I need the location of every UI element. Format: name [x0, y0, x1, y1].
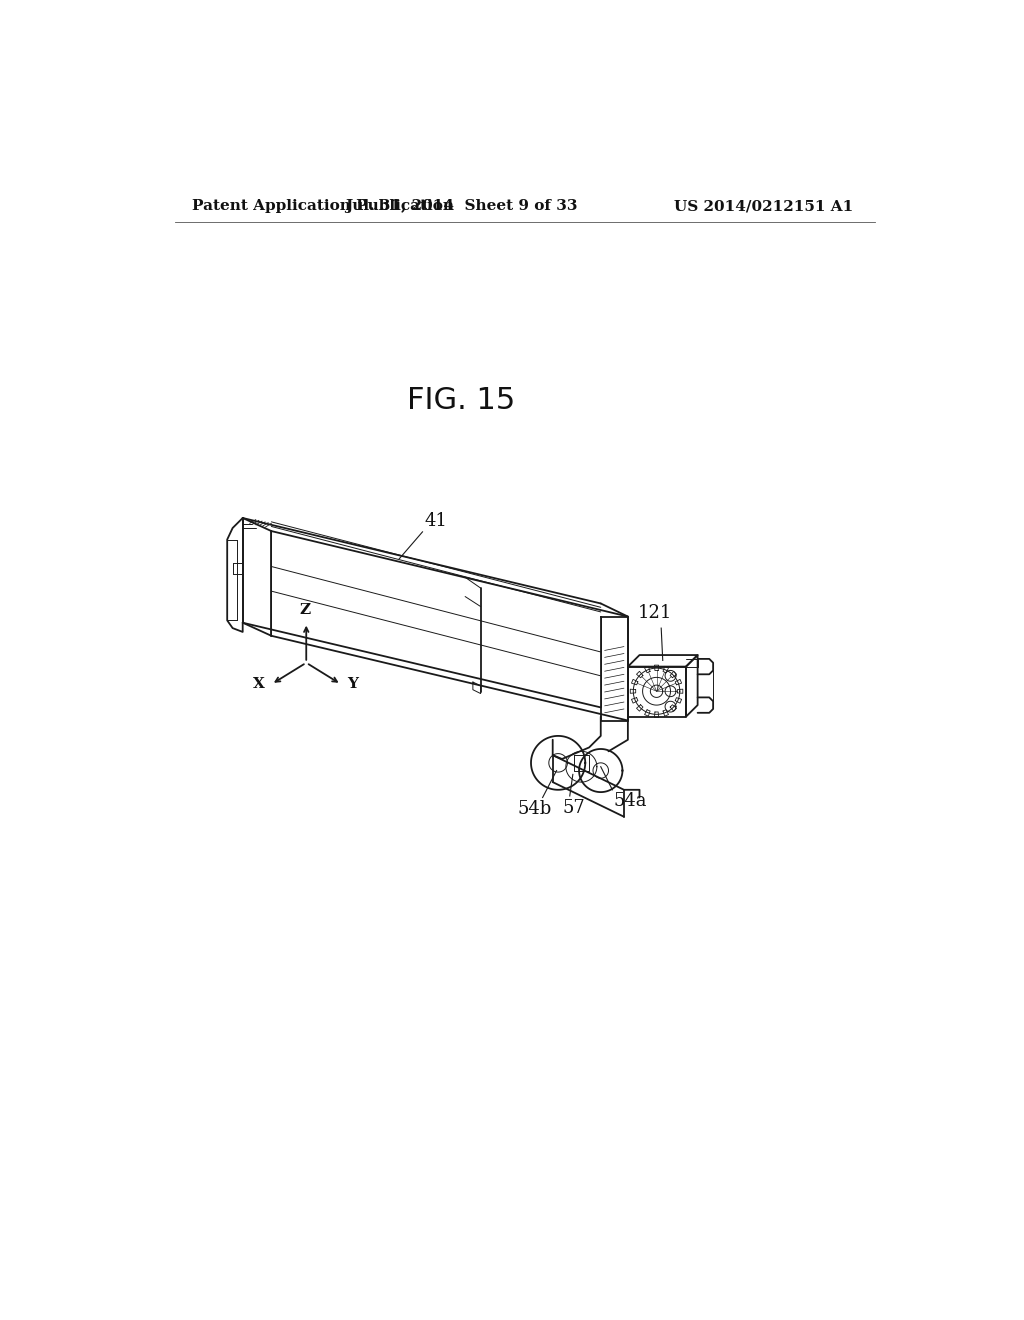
Text: 54b: 54b [518, 800, 552, 818]
Text: Patent Application Publication: Patent Application Publication [191, 199, 454, 213]
Text: FIG. 15: FIG. 15 [408, 387, 515, 416]
Text: Y: Y [347, 677, 358, 692]
Text: 54a: 54a [614, 792, 647, 810]
Text: Z: Z [299, 602, 310, 616]
Text: X: X [253, 677, 265, 692]
Text: 121: 121 [638, 605, 672, 622]
Text: Jul. 31, 2014  Sheet 9 of 33: Jul. 31, 2014 Sheet 9 of 33 [345, 199, 578, 213]
Text: 41: 41 [425, 512, 447, 529]
Text: US 2014/0212151 A1: US 2014/0212151 A1 [674, 199, 853, 213]
Text: 57: 57 [563, 799, 586, 817]
